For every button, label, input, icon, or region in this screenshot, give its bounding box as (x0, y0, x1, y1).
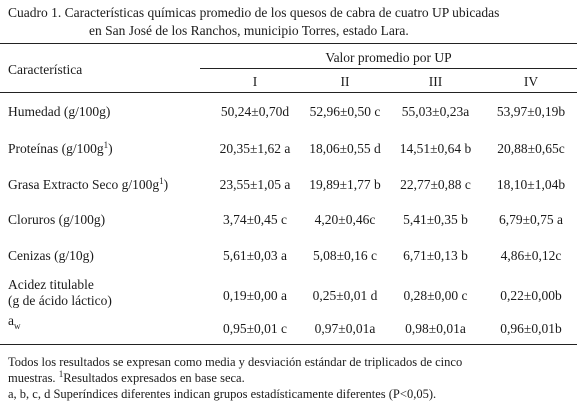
cell-acidez-3: 0,28±0,00 c (403, 288, 468, 303)
cell-cenizas-4: 4,86±0,12c (500, 248, 562, 263)
bottom-rule (0, 344, 577, 345)
header-group-label: Valor promedio por UP (325, 50, 452, 65)
cell-humedad-1: 50,24±0,70d (220, 104, 290, 119)
cell-acidez-1: 0,19±0,00 a (222, 288, 288, 303)
cell-aw-2: 0,97±0,01a (314, 321, 376, 336)
row-label-humedad: Humedad (g/100g) (8, 104, 111, 119)
cell-cloruros-4: 6,79±0,75 a (498, 212, 564, 227)
cell-proteinas-2: 18,06±0,55 d (309, 141, 381, 156)
cell-grasa-4: 18,10±1,04b (496, 177, 566, 192)
header-rule (0, 92, 577, 93)
cell-humedad-2: 52,96±0,50 c (309, 104, 381, 119)
row-label-grasa: Grasa Extracto Seco g/100g1) (8, 176, 169, 193)
cell-cenizas-1: 5,61±0,03 a (222, 248, 288, 263)
cell-cloruros-2: 4,20±0,46c (314, 212, 376, 227)
group-underline (200, 68, 577, 69)
cell-cloruros-3: 5,41±0,35 b (403, 212, 468, 227)
footnote-line-3: a, b, c, d Superíndices diferentes indic… (8, 387, 437, 401)
cell-proteinas-4: 20,88±0,65c (497, 141, 565, 156)
header-col-1: I (252, 74, 258, 89)
top-rule (0, 43, 577, 44)
row-label-proteinas: Proteínas (g/100g1) (8, 140, 113, 157)
cell-grasa-2: 19,89±1,77 b (309, 177, 381, 192)
cell-humedad-4: 53,97±0,19b (496, 104, 566, 119)
row-label-acidez: Acidez titulable (8, 277, 94, 292)
row-label-aw: aw (8, 313, 21, 331)
header-col-4: IV (523, 74, 539, 89)
cell-aw-4: 0,96±0,01b (500, 321, 562, 336)
caption-line-2: en San José de los Ranchos, municipio To… (89, 23, 409, 38)
header-col-2: II (340, 74, 350, 89)
cell-humedad-3: 55,03±0,23a (401, 104, 470, 119)
table-footnote: Todos los resultados se expresan como me… (8, 354, 573, 402)
header-row-label: Característica (8, 62, 83, 77)
row-label-acidez-line2: (g de ácido láctico) (8, 293, 112, 308)
caption-line-1: Cuadro 1. Características químicas prome… (8, 5, 500, 20)
table-caption: Cuadro 1. Características químicas prome… (8, 4, 573, 40)
header-col-3: III (428, 74, 443, 89)
cell-cenizas-2: 5,08±0,16 c (312, 248, 378, 263)
cell-aw-1: 0,95±0,01 c (222, 321, 288, 336)
cell-grasa-3: 22,77±0,88 c (400, 177, 471, 192)
row-label-cenizas: Cenizas (g/10g) (8, 248, 94, 263)
cell-acidez-4: 0,22±0,00b (500, 288, 562, 303)
cell-proteinas-3: 14,51±0,64 b (399, 141, 472, 156)
footnote-line-1: Todos los resultados se expresan como me… (8, 355, 463, 369)
cell-cloruros-1: 3,74±0,45 c (222, 212, 288, 227)
cell-cenizas-3: 6,71±0,13 b (403, 248, 468, 263)
cell-proteinas-1: 20,35±1,62 a (219, 141, 291, 156)
row-label-cloruros: Cloruros (g/100g) (8, 212, 106, 227)
cell-aw-3: 0,98±0,01a (405, 321, 466, 336)
cell-acidez-2: 0,25±0,01 d (312, 288, 378, 303)
footnote-line-2: muestras. 1Resultados expresados en base… (8, 369, 245, 386)
cell-grasa-1: 23,55±1,05 a (219, 177, 291, 192)
